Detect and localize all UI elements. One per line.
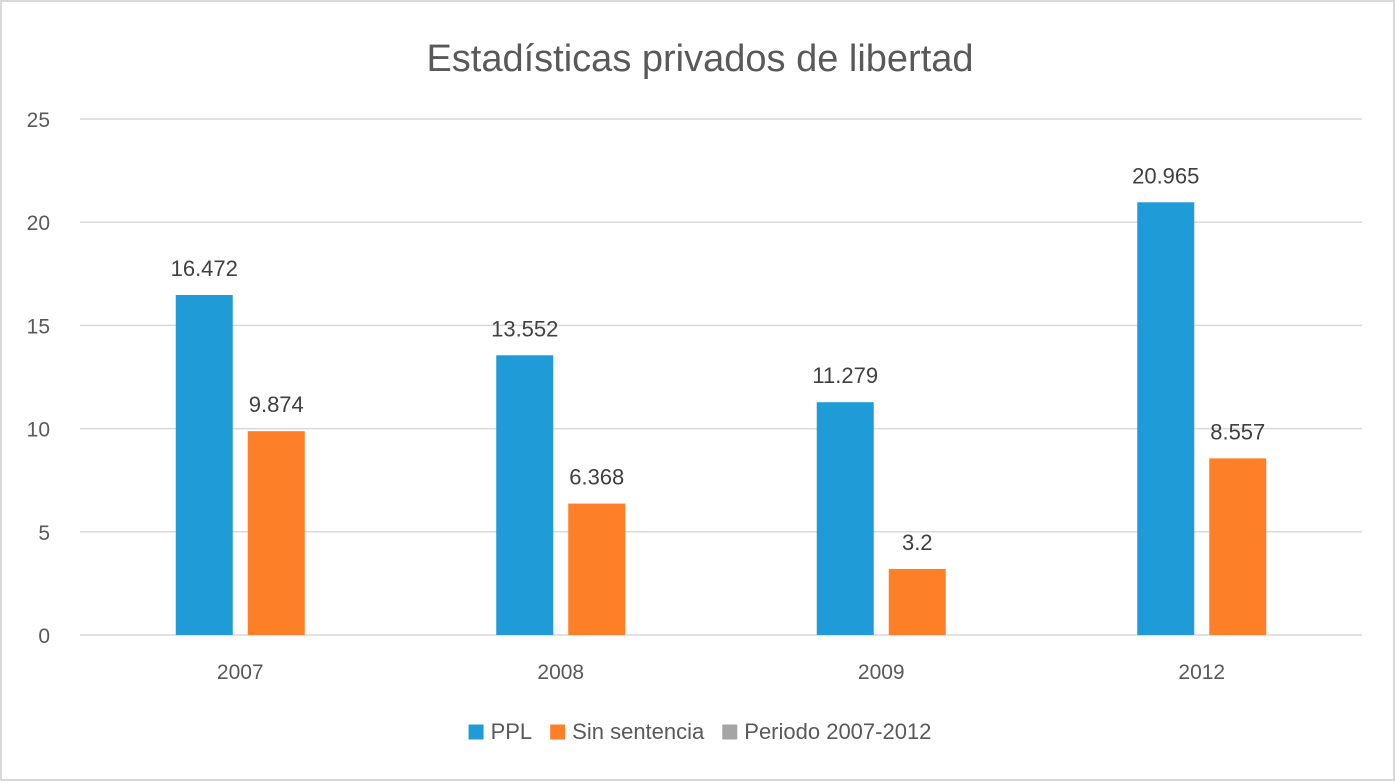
bar-sin-sentencia-2007 (247, 431, 305, 635)
y-tick-label: 5 (38, 522, 50, 545)
y-tick-label: 10 (27, 419, 50, 442)
legend-label: Periodo 2007-2012 (744, 719, 931, 744)
legend-swatch (468, 724, 484, 740)
x-axis-ticks: 2007 2008 2009 2012 (217, 661, 1225, 684)
bar-ppl-2012 (1137, 202, 1195, 635)
legend-swatch (550, 724, 566, 740)
data-label: 6.368 (569, 465, 624, 490)
y-tick-label: 15 (27, 315, 50, 338)
legend-swatch (722, 724, 738, 740)
legend-label: Sin sentencia (572, 719, 705, 744)
bars (175, 202, 1267, 635)
data-label: 9.874 (249, 392, 304, 417)
legend: PPL Sin sentencia Periodo 2007-2012 (468, 719, 931, 744)
x-tick-label: 2012 (1178, 661, 1225, 684)
bar-ppl-2008 (496, 355, 554, 635)
bar-ppl-2009 (816, 402, 874, 635)
bar-ppl-2007 (175, 295, 233, 635)
legend-label: PPL (491, 719, 533, 744)
x-tick-label: 2008 (537, 661, 584, 684)
y-tick-label: 25 (27, 109, 50, 132)
chart-title: Estadísticas privados de libertad (426, 38, 973, 80)
data-labels: 16.472 9.874 13.552 6.368 11.279 3.2 20.965 8.5… (171, 163, 1266, 555)
y-tick-label: 0 (38, 625, 50, 648)
bar-sin-sentencia-2012 (1209, 458, 1267, 635)
bar-sin-sentencia-2008 (568, 503, 626, 635)
data-label: 8.557 (1210, 419, 1265, 444)
data-label: 3.2 (902, 530, 933, 555)
data-label: 11.279 (812, 363, 878, 388)
data-label: 20.965 (1132, 163, 1199, 188)
data-label: 16.472 (171, 256, 238, 281)
y-axis-ticks: 0 5 10 15 20 25 (27, 109, 50, 648)
bar-sin-sentencia-2009 (888, 568, 946, 635)
y-tick-label: 20 (27, 212, 50, 235)
data-label: 13.552 (491, 316, 558, 341)
x-tick-label: 2007 (217, 661, 264, 684)
x-tick-label: 2009 (858, 661, 905, 684)
